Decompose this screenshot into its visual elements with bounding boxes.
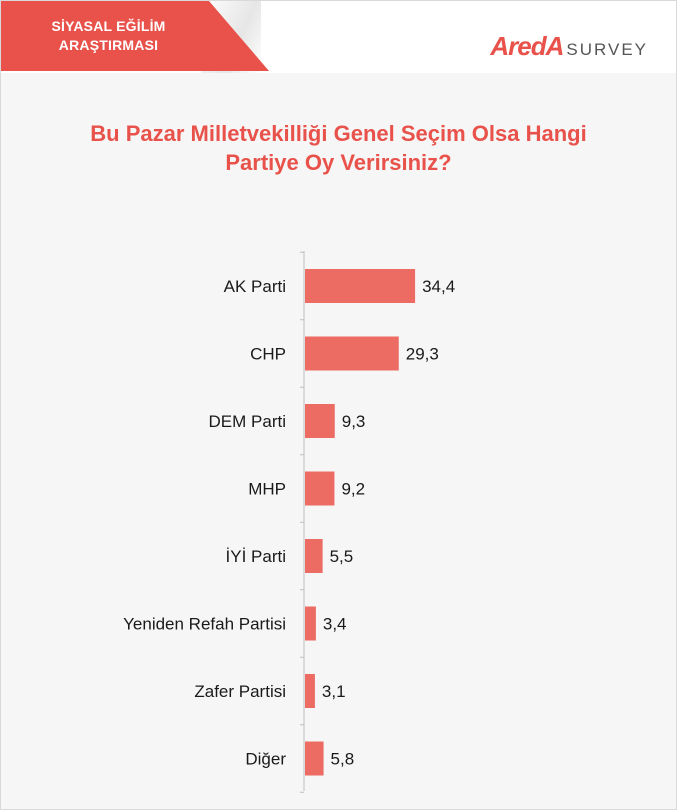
chart-title: Bu Pazar Milletvekilliği Genel Seçim Ols… bbox=[1, 119, 676, 177]
chart-title-line-1: Bu Pazar Milletvekilliği Genel Seçim Ols… bbox=[90, 121, 587, 146]
bar bbox=[305, 336, 399, 371]
bar bbox=[305, 606, 316, 641]
value-label: 3,4 bbox=[323, 615, 347, 634]
bar bbox=[305, 269, 416, 303]
value-label: 5,8 bbox=[331, 750, 355, 769]
bars-group: AK Parti 34,4 CHP 29,3 DEM Parti 9,3 MHP 9,2 İYİ… bbox=[123, 251, 455, 793]
bar bbox=[305, 539, 323, 573]
category-label: Zafer Partisi bbox=[194, 682, 286, 701]
banner-line-2: ARAŞTIRMASI bbox=[58, 37, 159, 53]
brand-word: SURVEY bbox=[566, 40, 648, 59]
brand-logo: AredA SURVEY bbox=[490, 31, 648, 62]
value-label: 5,5 bbox=[330, 547, 354, 566]
bar bbox=[305, 674, 315, 708]
value-label: 9,2 bbox=[341, 480, 365, 499]
banner-text: SİYASAL EĞİLİM ARAŞTIRMASI bbox=[1, 17, 216, 55]
brand-mark: AredA bbox=[490, 31, 564, 61]
value-label: 9,3 bbox=[342, 412, 366, 431]
value-label: 3,1 bbox=[322, 682, 346, 701]
category-label: MHP bbox=[248, 480, 286, 499]
category-label: Yeniden Refah Partisi bbox=[123, 615, 286, 634]
bar bbox=[305, 404, 335, 438]
bar bbox=[305, 741, 324, 776]
header: SİYASAL EĞİLİM ARAŞTIRMASI AredA SURVEY bbox=[1, 1, 676, 73]
chart-title-line-2: Partiye Oy Verirsiniz? bbox=[225, 150, 452, 175]
category-label: Diğer bbox=[245, 750, 286, 769]
value-label: 29,3 bbox=[406, 345, 439, 364]
category-label: AK Parti bbox=[224, 277, 286, 296]
category-label: DEM Parti bbox=[209, 412, 286, 431]
bar bbox=[305, 471, 335, 506]
category-label: CHP bbox=[250, 345, 286, 364]
category-label: İYİ Parti bbox=[226, 547, 286, 566]
banner-line-1: SİYASAL EĞİLİM bbox=[51, 18, 166, 34]
value-label: 34,4 bbox=[422, 277, 455, 296]
